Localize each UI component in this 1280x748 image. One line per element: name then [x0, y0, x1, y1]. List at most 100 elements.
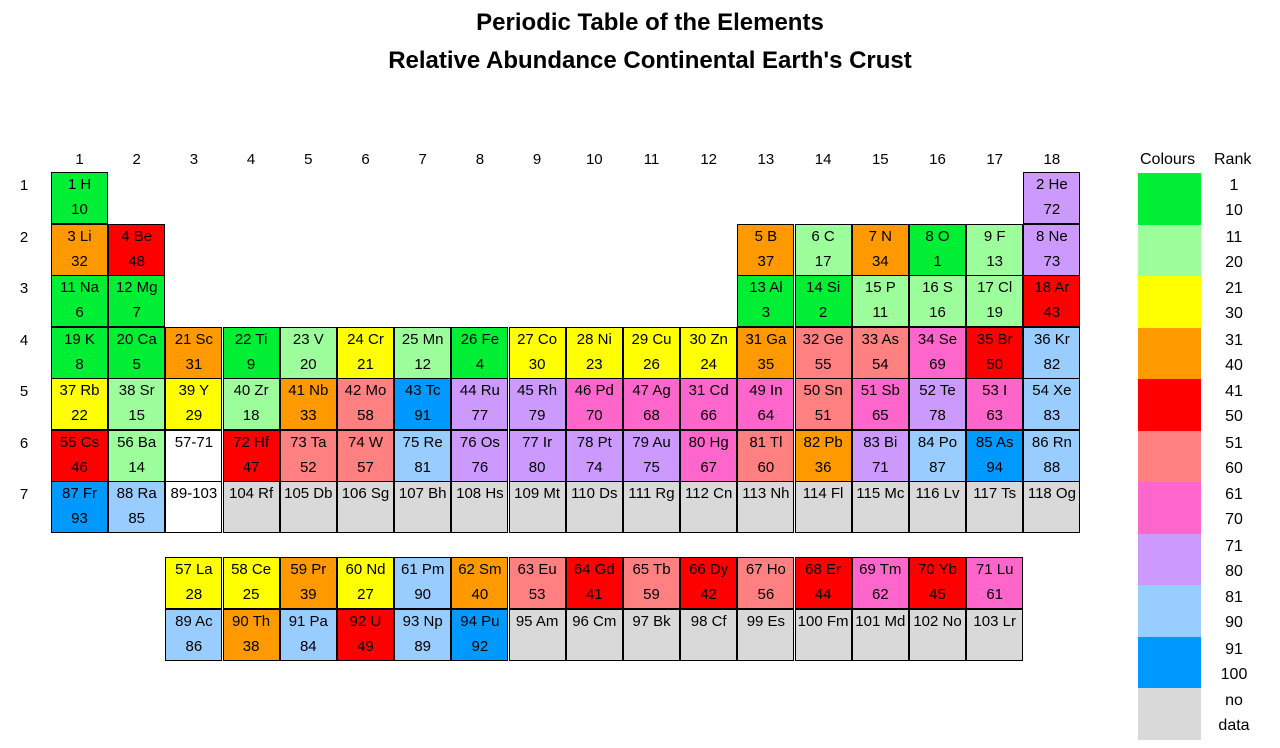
element-rank: 35 — [757, 355, 775, 373]
element-cell: 116 Lv — [909, 481, 966, 533]
element-cell: 118 Og — [1023, 481, 1081, 533]
element-cell: 100 Fm — [794, 609, 852, 661]
element-cell: 115 Mc — [851, 481, 909, 533]
element-label: 66 Dy — [689, 561, 729, 578]
element-label: 111 Rg — [628, 485, 675, 502]
element-cell: 36 Kr 82 — [1023, 326, 1081, 379]
element-rank: 29 — [185, 407, 203, 424]
group-label-6: 6 — [361, 151, 370, 168]
element-label: 117 Ts — [973, 485, 1017, 502]
element-rank: 7 — [132, 304, 141, 321]
element-label: 59 Pr — [290, 561, 327, 578]
element-label: 12 Mg — [115, 279, 158, 296]
element-cell: 88 Ra 85 — [108, 481, 166, 533]
element-cell: 50 Sn 51 — [794, 378, 852, 430]
element-rank: 66 — [700, 407, 718, 424]
legend-range-from: 61 — [1225, 486, 1243, 503]
element-cell: 62 Sm 40 — [451, 557, 509, 609]
element-cell: 104 Rf — [222, 481, 280, 533]
legend-range-to: 90 — [1225, 614, 1243, 631]
legend-swatch — [1138, 327, 1201, 380]
period-label-5: 5 — [19, 383, 29, 400]
element-rank: 91 — [414, 407, 432, 424]
legend-range-to: 30 — [1225, 305, 1243, 322]
element-label: 96 Cm — [572, 613, 617, 630]
element-cell: 78 Pt 74 — [565, 429, 623, 482]
element-rank: 6 — [75, 304, 84, 321]
element-cell: 57 La 28 — [165, 557, 223, 609]
element-cell: 38 Sr 15 — [108, 378, 166, 430]
element-label: 31 Ga — [745, 330, 787, 348]
element-label: 69 Tm — [859, 561, 902, 578]
element-rank: 32 — [71, 252, 88, 270]
legend-range-from: 31 — [1225, 331, 1243, 349]
element-cell: 57-71 — [165, 429, 223, 482]
legend-swatch — [1138, 688, 1201, 740]
legend-swatch — [1138, 482, 1201, 534]
element-rank: 3 — [761, 304, 771, 321]
element-cell: 98 Cf — [680, 609, 738, 661]
legend-range-to: data — [1218, 717, 1250, 734]
element-label: 52 Te — [919, 382, 956, 399]
element-rank: 23 — [585, 355, 603, 373]
group-label-14: 14 — [814, 151, 832, 168]
element-label: 114 Fl — [802, 485, 844, 502]
element-cell: 94 Pu 92 — [451, 609, 509, 661]
element-cell: 73 Ta 52 — [279, 429, 337, 482]
element-label: 74 W — [347, 433, 383, 451]
element-rank: 21 — [357, 355, 374, 373]
element-label: 113 Nh — [742, 485, 790, 502]
legend-swatch — [1138, 276, 1201, 328]
legend-range-from: 11 — [1225, 228, 1243, 246]
group-label-16: 16 — [929, 151, 946, 168]
element-cell: 64 Gd 41 — [565, 557, 623, 609]
legend-range-from: 21 — [1225, 280, 1243, 297]
element-rank: 74 — [585, 458, 603, 476]
legend-range-to: 70 — [1225, 511, 1243, 528]
element-label: 102 No — [913, 613, 962, 630]
element-rank: 87 — [929, 458, 946, 476]
element-cell: 71 Lu 61 — [966, 557, 1024, 609]
element-cell: 58 Ce 25 — [222, 557, 280, 609]
element-cell: 69 Tm 62 — [851, 557, 909, 609]
element-cell: 20 Ca 5 — [108, 326, 166, 379]
element-label: 94 Pu — [460, 613, 500, 630]
element-label: 15 P — [864, 279, 896, 296]
element-rank: 1 — [933, 252, 942, 270]
legend-range-from: 91 — [1225, 640, 1243, 658]
element-rank: 69 — [929, 355, 946, 373]
element-cell: 53 I 63 — [966, 378, 1024, 430]
element-cell: 75 Re 81 — [394, 429, 452, 482]
element-cell: 11 Na 6 — [51, 275, 108, 327]
element-cell: 7 N 34 — [851, 223, 909, 276]
element-rank: 4 — [475, 355, 485, 373]
element-label: 53 I — [982, 382, 1008, 399]
legend-range-from: 71 — [1225, 537, 1243, 555]
element-rank: 82 — [1043, 355, 1061, 373]
element-cell: 102 No — [909, 609, 966, 661]
element-cell: 59 Pr 39 — [279, 557, 337, 609]
element-cell: 105 Db — [279, 481, 337, 533]
element-cell: 33 As 54 — [851, 326, 909, 379]
element-cell: 117 Ts — [966, 481, 1024, 533]
element-cell: 89 Ac 86 — [165, 609, 223, 661]
legend-colours-header: Colours — [1140, 151, 1196, 168]
element-label: 21 Sc — [174, 330, 214, 348]
element-label: 106 Sg — [341, 485, 390, 502]
element-rank: 39 — [299, 586, 317, 603]
element-label: 9 F — [983, 227, 1006, 245]
element-label: 32 Ge — [802, 330, 844, 348]
element-cell: 23 V 20 — [279, 326, 337, 379]
element-cell: 34 Se 69 — [909, 326, 966, 379]
legend-range-from: 81 — [1225, 589, 1243, 606]
element-label: 89 Ac — [175, 613, 213, 630]
element-rank: 81 — [414, 458, 432, 476]
element-label: 23 V — [292, 330, 324, 348]
element-rank: 16 — [929, 304, 946, 321]
element-rank: 47 — [242, 458, 260, 476]
element-cell: 15 P 11 — [851, 275, 909, 327]
element-cell: 111 Rg — [623, 481, 680, 533]
group-label-3: 3 — [189, 151, 199, 168]
element-rank: 90 — [414, 586, 432, 603]
element-rank: 31 — [185, 355, 203, 373]
